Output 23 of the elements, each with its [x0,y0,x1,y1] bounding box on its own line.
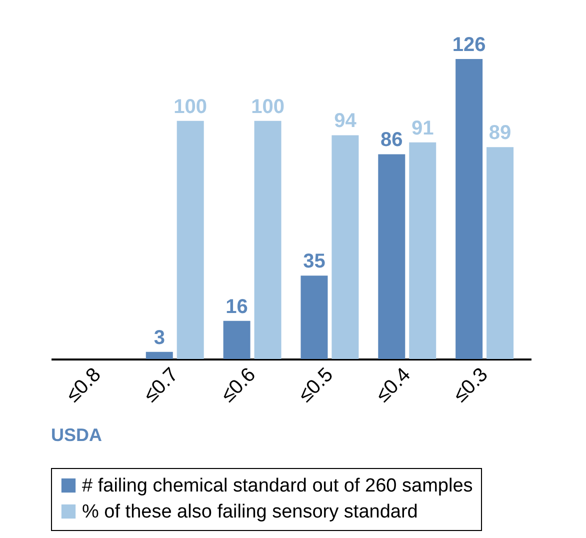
data-label: 100 [251,96,284,118]
legend-label: % of these also failing sensory standard [82,502,418,522]
bar [300,276,328,359]
data-label: 16 [226,296,248,318]
data-label: 91 [411,117,434,140]
bar [254,120,282,359]
data-label: 100 [174,96,208,118]
data-label: 89 [488,122,512,144]
bar [378,154,406,359]
bar [146,352,173,359]
text: USDA [51,425,102,445]
data-label: 3 [154,326,165,349]
bar [486,147,514,359]
bar [456,59,483,359]
bar [409,142,436,359]
data-label: 94 [334,110,358,132]
bar [223,320,250,359]
bar [176,120,204,359]
data-label: 86 [380,129,403,152]
bar [332,135,359,359]
data-label: 126 [452,34,486,56]
legend-label: # failing chemical standard out of 260 samples [82,476,473,496]
data-label: 35 [303,250,326,273]
